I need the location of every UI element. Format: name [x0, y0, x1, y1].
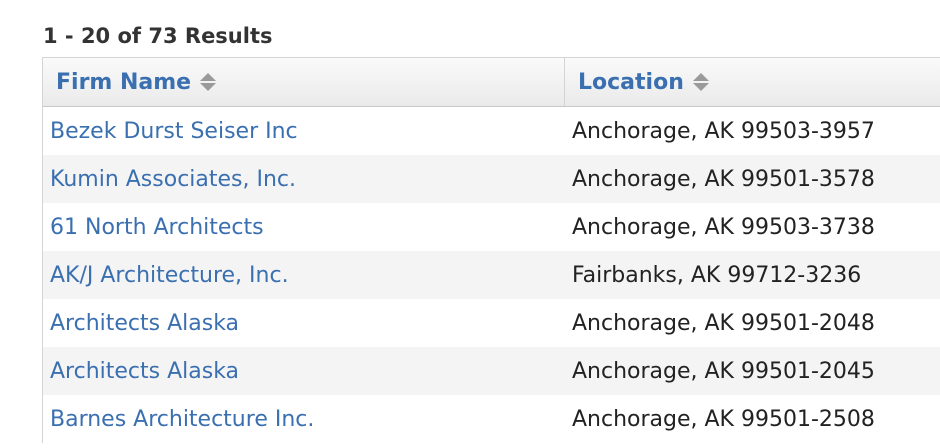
column-header-location[interactable]: Location — [565, 58, 940, 106]
table-row: 61 North Architects Anchorage, AK 99503-… — [43, 203, 940, 251]
firm-location: Fairbanks, AK 99712-3236 — [572, 262, 862, 288]
firm-name-link[interactable]: Architects Alaska — [50, 310, 240, 336]
table-header: Firm Name Location — [43, 58, 940, 107]
firm-location: Anchorage, AK 99501-2048 — [572, 310, 875, 336]
firm-location: Anchorage, AK 99501-2045 — [572, 358, 875, 384]
firm-location: Anchorage, AK 99503-3738 — [572, 214, 875, 240]
column-header-location-label: Location — [578, 69, 684, 95]
firm-name-link[interactable]: Kumin Associates, Inc. — [50, 166, 297, 192]
firm-location: Anchorage, AK 99501-3578 — [572, 166, 875, 192]
firms-table: Firm Name Location Bezek Durst Seiser In… — [42, 57, 940, 443]
firm-name-link[interactable]: Barnes Architecture Inc. — [50, 406, 315, 432]
firm-name-link[interactable]: 61 North Architects — [50, 214, 264, 240]
table-row: Kumin Associates, Inc. Anchorage, AK 995… — [43, 155, 940, 203]
sort-icon[interactable] — [692, 73, 709, 91]
sort-icon[interactable] — [200, 73, 217, 91]
firm-name-link[interactable]: Architects Alaska — [50, 358, 240, 384]
firm-name-link[interactable]: Bezek Durst Seiser Inc — [50, 118, 298, 144]
firm-name-link[interactable]: AK/J Architecture, Inc. — [50, 262, 289, 288]
results-count: 1 - 20 of 73 Results — [43, 24, 273, 48]
firm-location: Anchorage, AK 99501-2508 — [572, 406, 875, 432]
firm-location: Anchorage, AK 99503-3957 — [572, 118, 875, 144]
table-row: AK/J Architecture, Inc. Fairbanks, AK 99… — [43, 251, 940, 299]
column-header-firm-name-label: Firm Name — [56, 69, 192, 95]
table-row: Architects Alaska Anchorage, AK 99501-20… — [43, 347, 940, 395]
column-header-firm-name[interactable]: Firm Name — [43, 58, 565, 106]
table-row: Bezek Durst Seiser Inc Anchorage, AK 995… — [43, 107, 940, 155]
table-row: Architects Alaska Anchorage, AK 99501-20… — [43, 299, 940, 347]
table-row: Barnes Architecture Inc. Anchorage, AK 9… — [43, 395, 940, 443]
